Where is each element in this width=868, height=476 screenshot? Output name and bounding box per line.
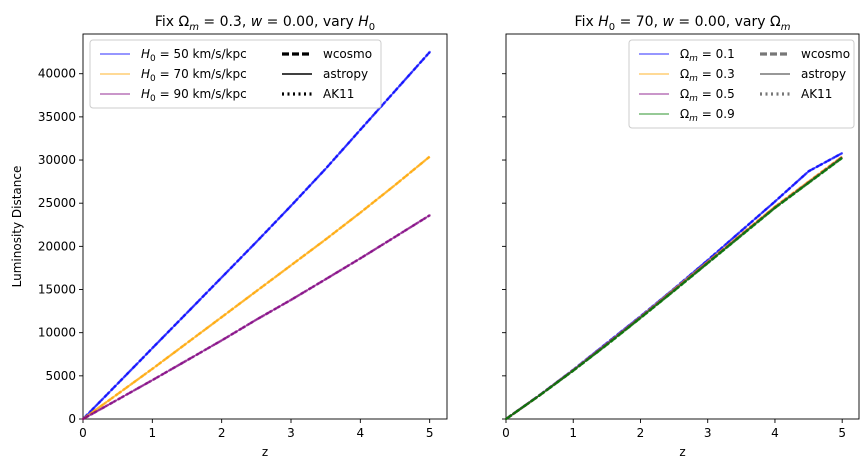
x-tick-label: 4 — [771, 426, 779, 440]
legend-box — [89, 39, 382, 109]
series-line-ak11 — [81, 214, 431, 421]
series-line-ak11 — [81, 155, 431, 421]
legend-box — [628, 39, 855, 129]
y-tick-label: 30000 — [38, 153, 76, 167]
y-tick-label: 35000 — [38, 110, 76, 124]
series-line-ak11 — [81, 50, 431, 421]
legend-entry-label: Ωm = 0.1 — [680, 47, 735, 64]
legend-style-label: AK11 — [801, 87, 832, 101]
chart-title: Fix H0 = 70, w = 0.00, vary Ωm — [575, 14, 791, 33]
left-panel: 0 1 2 3 4 5 0 5000 10000 15000 20000 25000 30000 3500… — [10, 14, 448, 459]
x-tick-label: 5 — [426, 426, 434, 440]
x-tick-label: 1 — [569, 426, 577, 440]
y-tick-label: 5000 — [45, 369, 76, 383]
x-axis-label: z — [679, 445, 685, 459]
y-axis-label: Luminosity Distance — [10, 166, 24, 288]
x-tick-label: 0 — [79, 426, 87, 440]
legend-entry-label: Ωm = 0.9 — [680, 107, 735, 124]
y-tick-label: 40000 — [38, 67, 76, 81]
legend-entry-label: H0 = 50 km/s/kpc — [141, 47, 247, 64]
x-tick-label: 3 — [287, 426, 295, 440]
x-axis-label: z — [262, 445, 268, 459]
legend-style-label: astropy — [323, 67, 368, 81]
x-tick-label: 2 — [637, 426, 645, 440]
legend-entry-label: H0 = 90 km/s/kpc — [141, 87, 247, 104]
legend-entry-label: Ωm = 0.5 — [680, 87, 735, 104]
x-tick-label: 3 — [704, 426, 712, 440]
chart-title: Fix Ωm = 0.3, w = 0.00, vary H0 — [155, 14, 375, 33]
y-tick-label: 0 — [68, 412, 76, 426]
legend-style-label: wcosmo — [801, 47, 850, 61]
right-panel: 0 1 2 3 4 5 z Fix H0 = 70, w = 0.00, vary Ωm Ωm … — [502, 14, 860, 459]
series-line-ak11 — [504, 156, 844, 421]
legend-style-label: AK11 — [323, 87, 354, 101]
x-tick-label: 0 — [502, 426, 510, 440]
x-tick-label: 5 — [838, 426, 846, 440]
legend: H0 = 50 km/s/kpc H0 = 70 km/s/kpc H0 = 90 … — [89, 39, 382, 109]
axes-frame — [505, 33, 860, 420]
legend-style-label: wcosmo — [323, 47, 372, 61]
legend: Ωm = 0.1 Ωm = 0.3 Ωm = 0.5 Ωm = 0.9 wcosmo as… — [628, 39, 855, 129]
y-tick-label: 10000 — [38, 326, 76, 340]
y-tick-label: 25000 — [38, 196, 76, 210]
y-tick-label: 20000 — [38, 239, 76, 253]
y-tick-label: 15000 — [38, 283, 76, 297]
legend-style-label: astropy — [801, 67, 846, 81]
x-tick-label: 4 — [357, 426, 365, 440]
axes-frame — [82, 33, 448, 420]
legend-entry-label: H0 = 70 km/s/kpc — [141, 67, 247, 84]
legend-entry-label: Ωm = 0.3 — [680, 67, 735, 84]
x-tick-label: 2 — [218, 426, 226, 440]
x-tick-label: 1 — [149, 426, 157, 440]
